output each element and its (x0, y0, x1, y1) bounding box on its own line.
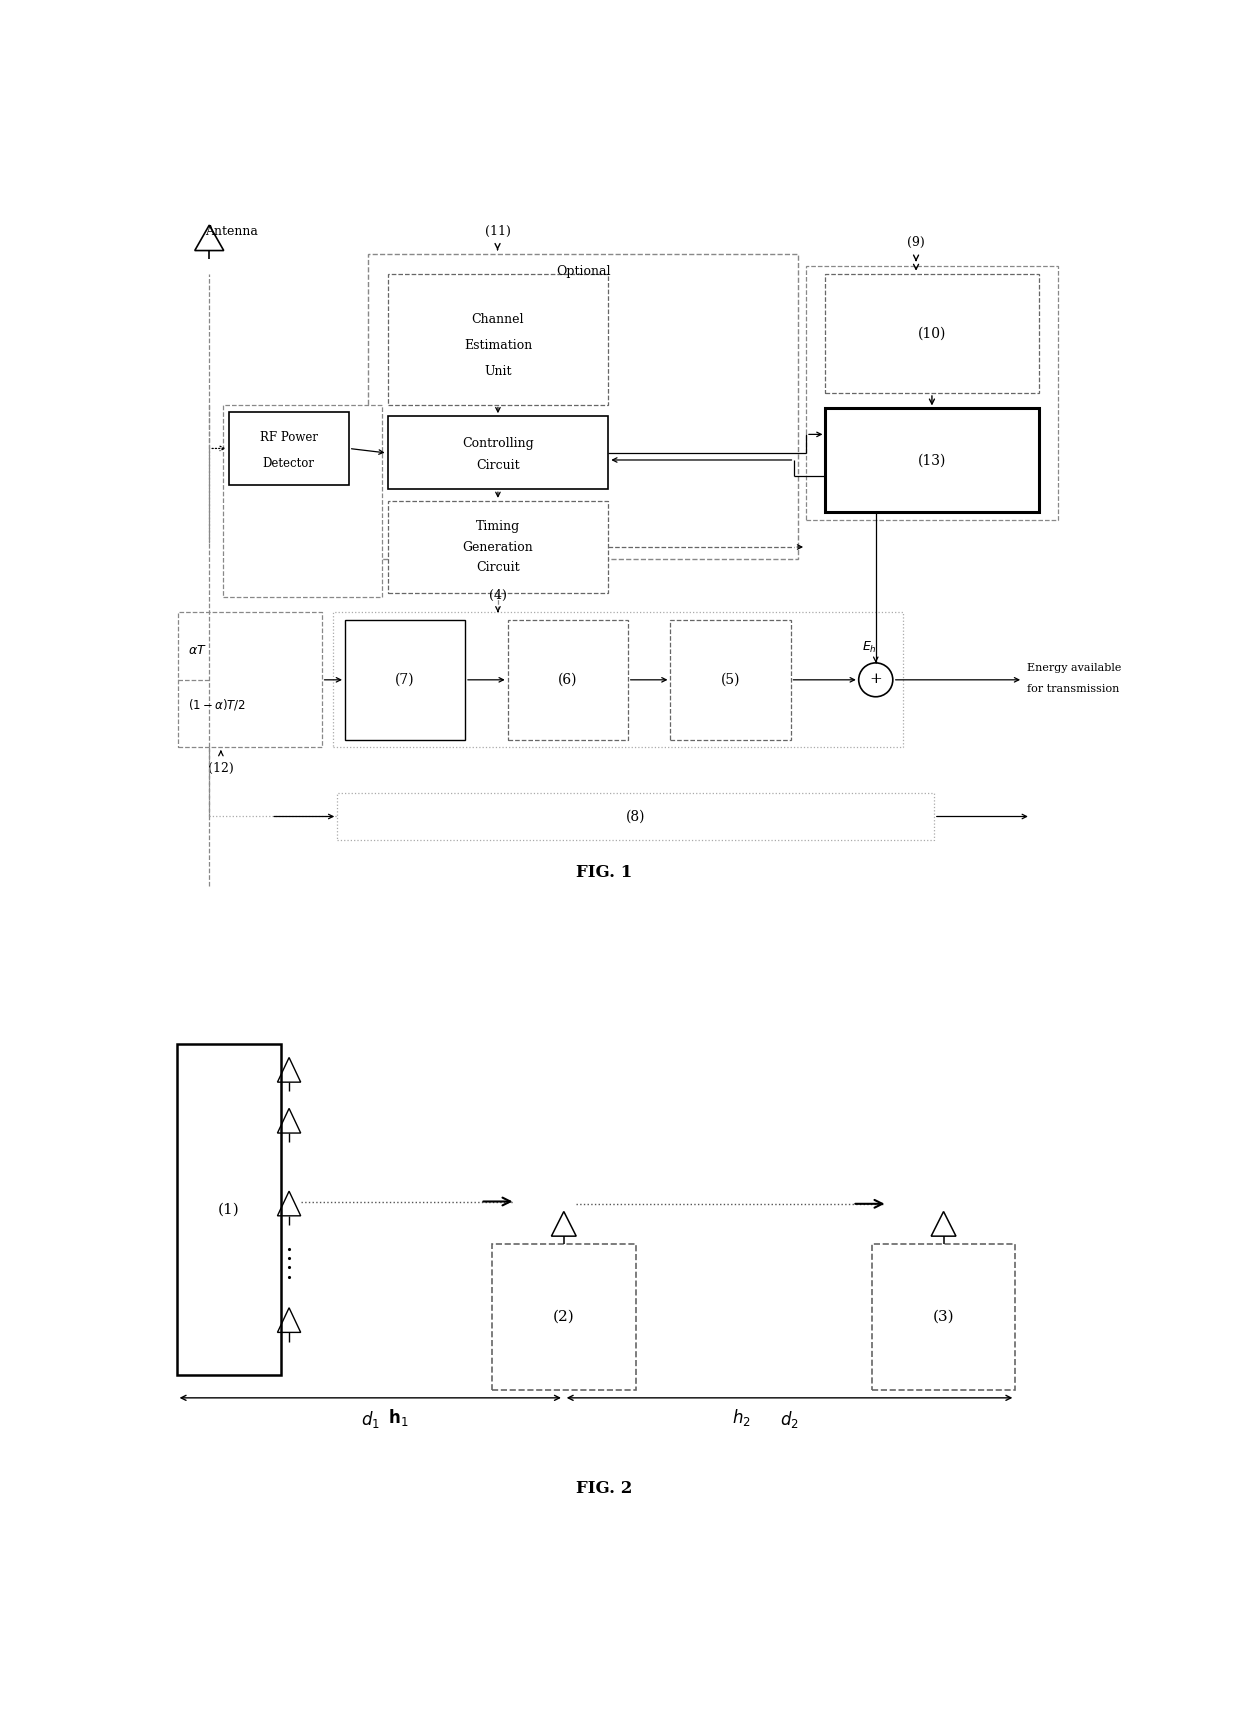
Text: $\alpha T$: $\alpha T$ (187, 644, 206, 656)
Text: $(1-\alpha)T/2$: $(1-\alpha)T/2$ (187, 696, 246, 711)
Text: for transmission: for transmission (1027, 684, 1120, 694)
Text: $d_1$: $d_1$ (361, 1409, 379, 1430)
FancyBboxPatch shape (179, 612, 321, 748)
Text: (6): (6) (558, 673, 578, 687)
Text: Controlling: Controlling (463, 437, 533, 451)
FancyBboxPatch shape (334, 612, 903, 748)
Text: (9): (9) (908, 236, 925, 250)
Text: (11): (11) (485, 226, 511, 238)
Text: Generation: Generation (463, 541, 533, 553)
FancyBboxPatch shape (337, 793, 934, 840)
Text: Channel: Channel (471, 312, 525, 326)
Text: (7): (7) (396, 673, 414, 687)
FancyBboxPatch shape (826, 274, 1039, 394)
FancyBboxPatch shape (345, 619, 465, 739)
Text: Optional: Optional (556, 265, 610, 278)
Text: Circuit: Circuit (476, 460, 520, 472)
Text: Unit: Unit (484, 366, 512, 378)
FancyBboxPatch shape (872, 1244, 1016, 1390)
Text: $E_h$: $E_h$ (862, 640, 877, 656)
FancyBboxPatch shape (387, 501, 609, 593)
FancyBboxPatch shape (368, 255, 799, 559)
Text: RF Power: RF Power (259, 432, 317, 444)
Text: +: + (869, 671, 882, 685)
Text: Estimation: Estimation (464, 338, 532, 352)
Text: (8): (8) (626, 810, 645, 824)
Text: (2): (2) (553, 1310, 574, 1324)
Text: (10): (10) (918, 326, 946, 340)
Text: Timing: Timing (476, 520, 520, 533)
FancyBboxPatch shape (492, 1244, 635, 1390)
FancyBboxPatch shape (223, 404, 382, 597)
FancyBboxPatch shape (176, 1044, 281, 1374)
Text: (13): (13) (918, 453, 946, 467)
Text: FIG. 2: FIG. 2 (577, 1480, 632, 1497)
Text: (3): (3) (932, 1310, 955, 1324)
Text: Energy available: Energy available (1027, 663, 1121, 673)
FancyBboxPatch shape (507, 619, 627, 739)
FancyBboxPatch shape (387, 274, 609, 404)
Text: Circuit: Circuit (476, 560, 520, 574)
FancyBboxPatch shape (806, 265, 1058, 520)
Text: $d_2$: $d_2$ (780, 1409, 799, 1430)
FancyBboxPatch shape (387, 416, 609, 489)
Text: Antenna: Antenna (206, 226, 258, 238)
FancyBboxPatch shape (826, 408, 1039, 512)
Text: $\mathbf{h}_1$: $\mathbf{h}_1$ (388, 1407, 408, 1428)
Text: FIG. 1: FIG. 1 (577, 864, 632, 881)
Text: (12): (12) (208, 762, 234, 776)
FancyBboxPatch shape (228, 413, 348, 486)
Text: Detector: Detector (263, 456, 315, 470)
Text: (4): (4) (489, 588, 507, 602)
FancyBboxPatch shape (671, 619, 791, 739)
Text: (5): (5) (720, 673, 740, 687)
Text: $h_2$: $h_2$ (732, 1407, 750, 1428)
Text: (1): (1) (218, 1202, 239, 1216)
